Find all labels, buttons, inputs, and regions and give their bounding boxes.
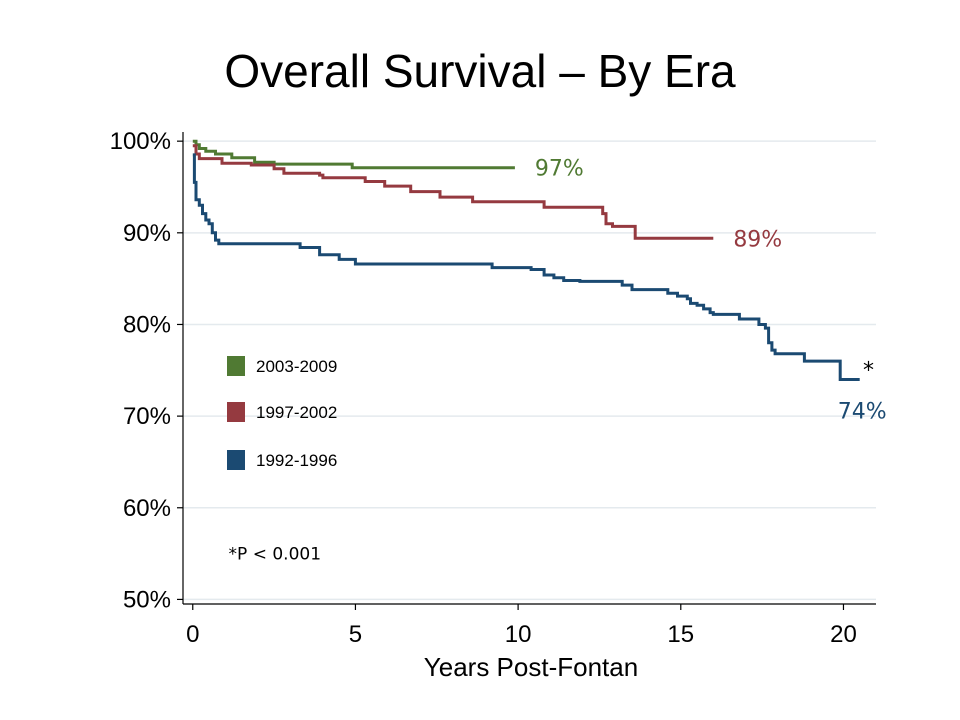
legend-swatch-0 xyxy=(227,356,245,376)
legend-swatch-1 xyxy=(227,402,245,422)
y-tick-label-5: 50% xyxy=(123,586,171,613)
y-tick-label-3: 70% xyxy=(123,403,171,430)
y-tick-label-2: 80% xyxy=(123,311,171,338)
chart-title: Overall Survival – By Era xyxy=(224,45,736,97)
series-lines xyxy=(192,139,860,381)
x-tick-label-0: 0 xyxy=(186,621,199,648)
legend-swatch-2 xyxy=(227,450,245,470)
y-tick-label-4: 60% xyxy=(123,495,171,522)
x-axis-label: Years Post-Fontan xyxy=(424,652,638,682)
series-line-2 xyxy=(192,153,860,381)
legend-label-2: 1992-1996 xyxy=(256,451,337,470)
end-labels: 97% 89% 74% * *P < 0.001 xyxy=(229,157,887,565)
legend-label-0: 2003-2009 xyxy=(256,357,337,376)
axes: 100% 90% 80% 70% 60% 50% 0 5 10 15 20 xyxy=(110,128,876,648)
y-tick-label-1: 90% xyxy=(123,220,171,247)
x-tick-label-4: 20 xyxy=(830,621,857,648)
x-tick-label-1: 5 xyxy=(349,621,362,648)
series-line-1 xyxy=(192,144,714,240)
end-label-0: 97% xyxy=(535,157,584,182)
significance-star: * xyxy=(863,359,874,384)
x-tick-label-3: 15 xyxy=(667,621,694,648)
p-value-note: *P < 0.001 xyxy=(229,545,321,565)
x-tick-label-2: 10 xyxy=(505,621,532,648)
grid-lines xyxy=(183,140,876,601)
end-label-2: 74% xyxy=(838,399,887,424)
legend-label-1: 1997-2002 xyxy=(256,403,337,422)
legend: 2003-2009 1997-2002 1992-1996 xyxy=(227,356,337,470)
y-tick-label-0: 100% xyxy=(110,128,171,155)
series-line-0 xyxy=(192,139,515,170)
end-label-1: 89% xyxy=(733,227,782,252)
